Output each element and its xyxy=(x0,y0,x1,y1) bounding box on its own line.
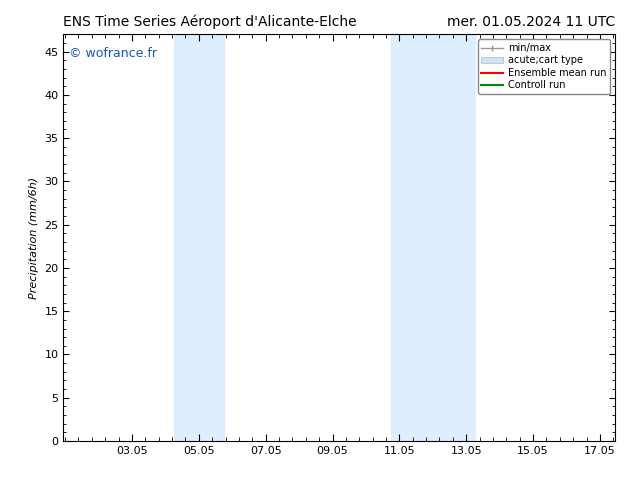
Bar xyxy=(174,34,224,441)
Text: mer. 01.05.2024 11 UTC: mer. 01.05.2024 11 UTC xyxy=(447,15,615,29)
Legend: min/max, acute;cart type, Ensemble mean run, Controll run: min/max, acute;cart type, Ensemble mean … xyxy=(477,39,610,94)
Y-axis label: Precipitation (mm/6h): Precipitation (mm/6h) xyxy=(29,176,39,299)
Bar xyxy=(391,34,475,441)
Text: © wofrance.fr: © wofrance.fr xyxy=(69,47,157,59)
Text: ENS Time Series Aéroport d'Alicante-Elche: ENS Time Series Aéroport d'Alicante-Elch… xyxy=(63,15,357,29)
